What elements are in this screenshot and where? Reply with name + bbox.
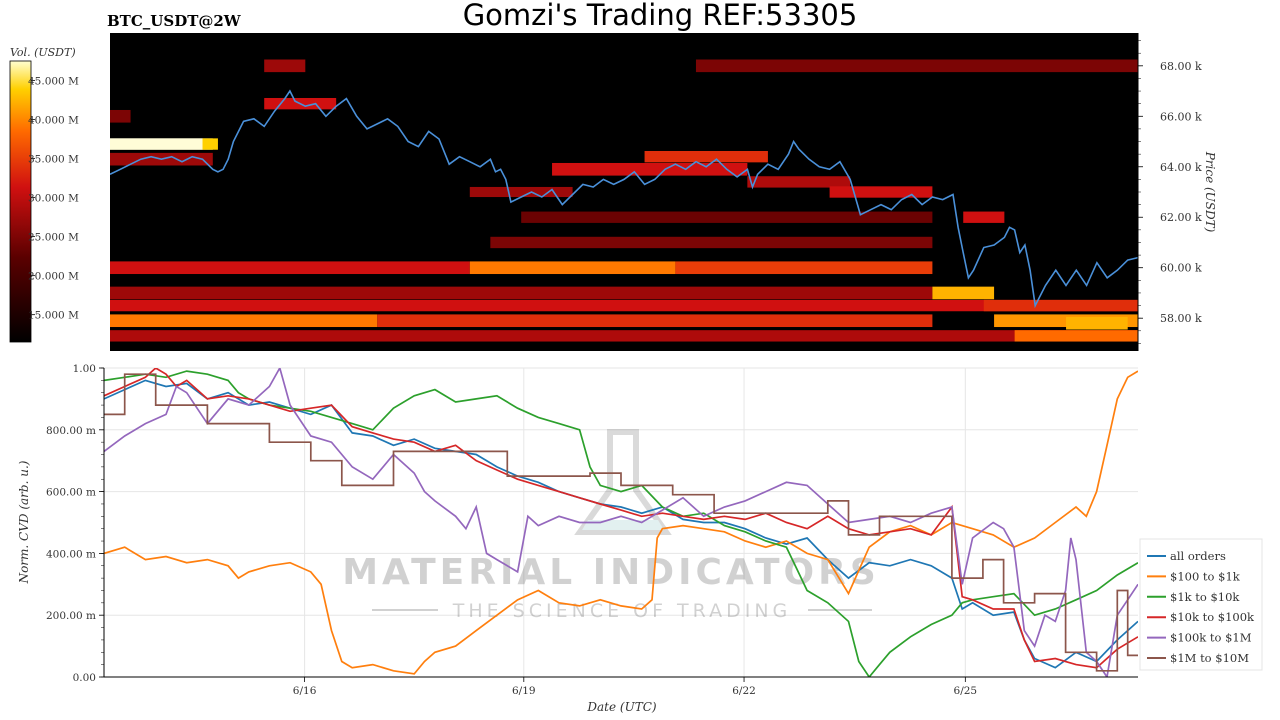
flask-icon xyxy=(574,429,672,535)
heatmap-band xyxy=(202,138,218,150)
cvd-x-tick-label: 6/22 xyxy=(732,685,756,697)
price-tick-label: 58.00 k xyxy=(1160,312,1202,325)
cvd-x-axis-label: Date (UTC) xyxy=(586,700,656,714)
cvd-y-tick-label: 200.00 m xyxy=(46,610,96,622)
price-tick-label: 64.00 k xyxy=(1160,161,1202,174)
cvd-y-axis-label: Norm. CVD (arb. u.) xyxy=(17,460,31,584)
heatmap-band xyxy=(1014,330,1138,342)
heatmap-band xyxy=(110,109,131,123)
colorbar-tick-label: 25.000 M xyxy=(28,232,79,244)
cvd-series-line xyxy=(104,370,1138,675)
cvd-x-ticks: 6/16 6/19 6/22 6/25 xyxy=(293,677,977,697)
price-tick-label: 66.00 k xyxy=(1160,110,1202,123)
heatmap-band xyxy=(695,59,1138,73)
watermark: MATERIAL INDICATORS THE SCIENCE OF TRADI… xyxy=(342,429,880,622)
cvd-x-tick-label: 6/19 xyxy=(512,685,536,697)
legend-box xyxy=(1139,538,1263,671)
price-tick-label: 68.00 k xyxy=(1160,60,1202,73)
heatmap-band xyxy=(469,186,573,198)
cvd-y-tick-label: 600.00 m xyxy=(46,487,96,499)
heatmap-band xyxy=(932,286,995,300)
colorbar-tick-label: 40.000 M xyxy=(28,115,79,127)
legend-entry-label: $100k to $1M xyxy=(1170,631,1252,645)
colorbar-label: Vol. (USDT) xyxy=(10,46,76,59)
heatmap-band xyxy=(644,150,768,163)
cvd-series-line xyxy=(104,368,1138,669)
legend-entry-label: all orders xyxy=(1170,549,1226,563)
heatmap-band xyxy=(983,299,1138,312)
cvd-lines xyxy=(104,368,1138,677)
legend: all orders $100 to $1k $1k to $10k $10k to … xyxy=(1147,549,1255,665)
cvd-x-tick-label: 6/25 xyxy=(954,685,978,697)
cvd-series-line xyxy=(104,373,1138,672)
price-axis-ticks: 68.00 k 66.00 k 64.00 k 62.00 k 60.00 k 58.00… xyxy=(1138,40,1202,344)
colorbar xyxy=(9,60,32,343)
heatmap-band xyxy=(264,59,306,73)
cvd-series-line xyxy=(104,379,1138,669)
watermark-tagline: THE SCIENCE OF TRADING xyxy=(452,600,792,622)
legend-entry-label: $100 to $1k xyxy=(1170,569,1241,583)
cvd-y-tick-label: 400.00 m xyxy=(46,548,96,560)
cvd-y-ticks: 1.00 800.00 m 600.00 m 400.00 m 200.00 m 0.00 xyxy=(46,363,104,684)
heatmap-band xyxy=(469,261,676,275)
colorbar-tick-label: 45.000 M xyxy=(28,76,79,88)
heatmap-band xyxy=(110,138,203,150)
price-axis-label: Price (USDT) xyxy=(1203,151,1217,233)
symbol-label: BTC_USDT@2W xyxy=(107,12,242,30)
legend-entry-label: $1k to $10k xyxy=(1170,590,1240,604)
colorbar-ticks: 45.000 M 40.000 M 35.000 M 30.000 M 25.000 M… xyxy=(28,76,79,322)
heatmap-band xyxy=(110,261,470,275)
colorbar-tick-label: 15.000 M xyxy=(28,310,79,322)
heatmap-band xyxy=(963,211,1005,223)
heatmap-band xyxy=(110,299,1138,312)
heatmap-band xyxy=(1066,316,1128,330)
price-line xyxy=(110,89,1138,309)
price-tick-label: 62.00 k xyxy=(1160,211,1202,224)
heatmap-band xyxy=(110,314,378,328)
colorbar-tick-label: 35.000 M xyxy=(28,154,79,166)
legend-entry-label: $10k to $100k xyxy=(1170,610,1255,624)
heatmap-band xyxy=(747,176,851,188)
cvd-y-tick-label: 1.00 xyxy=(73,363,96,375)
heatmap-band xyxy=(110,330,1138,342)
cvd-y-tick-label: 0.00 xyxy=(73,672,96,684)
price-tick-label: 60.00 k xyxy=(1160,262,1202,275)
heatmap-band xyxy=(521,211,933,223)
cvd-series-line xyxy=(104,368,1138,677)
colorbar-tick-label: 20.000 M xyxy=(28,271,79,283)
cvd-y-tick-label: 800.00 m xyxy=(46,425,96,437)
heatmap-band xyxy=(675,261,933,275)
heatmap-band xyxy=(829,186,933,198)
colorbar-tick-label: 30.000 M xyxy=(28,193,79,205)
legend-entry-label: $1M to $10M xyxy=(1170,651,1249,665)
heatmap-band xyxy=(552,162,748,176)
chart-title: Gomzi's Trading REF:53305 xyxy=(463,0,858,32)
cvd-x-tick-label: 6/16 xyxy=(293,685,317,697)
heatmap-band xyxy=(377,314,933,328)
heatmap-band xyxy=(110,286,933,300)
watermark-brand: MATERIAL INDICATORS xyxy=(342,552,880,593)
heatmap-band xyxy=(490,236,933,249)
